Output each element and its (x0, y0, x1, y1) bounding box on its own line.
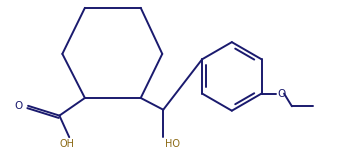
Text: O: O (14, 101, 22, 111)
Text: HO: HO (165, 139, 180, 149)
Text: OH: OH (60, 139, 75, 149)
Text: O: O (277, 88, 285, 99)
